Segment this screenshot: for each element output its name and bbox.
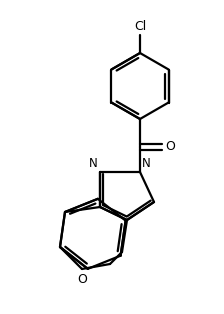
Text: N: N (142, 157, 151, 170)
Text: N: N (89, 157, 98, 170)
Text: O: O (165, 140, 175, 154)
Text: O: O (77, 273, 87, 286)
Text: Cl: Cl (134, 20, 146, 33)
